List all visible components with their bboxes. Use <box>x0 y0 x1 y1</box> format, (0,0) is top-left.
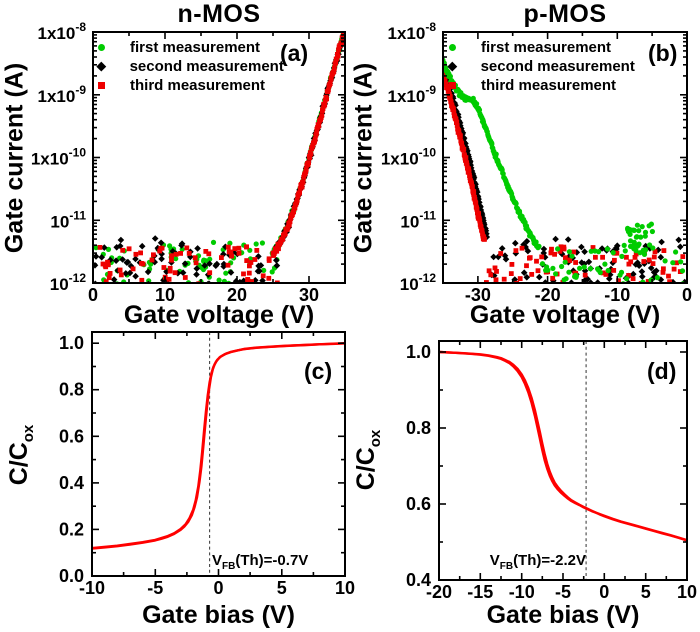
svg-text:0: 0 <box>213 578 223 598</box>
svg-text:10: 10 <box>155 285 175 305</box>
panel-c-data <box>92 332 345 576</box>
panel-d-data <box>439 341 687 580</box>
annotation-post: (Th)=-2.2V <box>513 552 586 569</box>
legend-item: third measurement <box>446 76 635 95</box>
cv-curve <box>92 342 345 550</box>
panel-label-a: (a) <box>280 40 309 66</box>
x-axis-label-d: Gate bias (V) <box>486 601 640 629</box>
svg-text:10-12: 10-12 <box>400 271 437 294</box>
svg-text:10-11: 10-11 <box>50 208 86 231</box>
svg-text:1.0: 1.0 <box>406 342 431 362</box>
svg-text:10: 10 <box>677 582 697 602</box>
svg-text:10-12: 10-12 <box>50 271 87 294</box>
svg-text:20: 20 <box>227 285 247 305</box>
vfb-annotation-c: VFB(Th)=-0.7V <box>212 552 308 572</box>
legend-item-label: third measurement <box>481 77 617 94</box>
y-axis-label-d-sub: ox <box>367 429 384 448</box>
svg-text:1x10-9: 1x10-9 <box>388 83 437 106</box>
legend-item: third measurement <box>95 76 284 95</box>
y-axis-label-d-base: C/C <box>352 447 380 491</box>
svg-text:1.0: 1.0 <box>59 333 84 353</box>
panel-b-data <box>443 53 687 283</box>
svg-text:-5: -5 <box>147 578 163 598</box>
svg-text:30: 30 <box>299 285 319 305</box>
y-axis-label-a: Gate current (A) <box>0 62 29 254</box>
panel-c-axes: -10 -5 0 5 10 0.0 0.2 0.4 0.6 0.8 1.0 <box>59 331 355 598</box>
y-axis-label-b: Gate current (A) <box>349 62 378 254</box>
y-axis-label-c: C/Cox <box>5 425 37 486</box>
svg-text:-30: -30 <box>465 285 491 305</box>
svg-text:0: 0 <box>88 285 98 305</box>
legend-item: first measurement <box>446 38 635 57</box>
svg-text:1x10-8: 1x10-8 <box>38 20 87 43</box>
svg-text:0.6: 0.6 <box>406 494 431 514</box>
legend-b: first measurement second measurement thi… <box>446 38 635 95</box>
x-axis-label-a: Gate voltage (V) <box>123 301 315 329</box>
svg-text:-10: -10 <box>509 582 535 602</box>
annotation-pre: V <box>212 552 223 569</box>
legend-item-label: first measurement <box>130 39 261 56</box>
x-axis-label-c: Gate bias (V) <box>142 601 295 629</box>
circle-marker-icon <box>449 44 456 51</box>
svg-text:-5: -5 <box>555 582 571 602</box>
legend-item: second measurement <box>446 57 635 76</box>
legend-item: second measurement <box>95 57 284 76</box>
panel-a-title: n-MOS <box>177 0 261 28</box>
svg-text:0.0: 0.0 <box>59 566 84 586</box>
svg-text:0.4: 0.4 <box>406 570 431 590</box>
vfb-annotation-d: VFB(Th)=-2.2V <box>462 552 586 572</box>
svg-text:1x10-10: 1x10-10 <box>381 146 436 169</box>
cv-curve <box>439 350 687 542</box>
svg-text:0: 0 <box>599 582 609 602</box>
panel-b-title: p-MOS <box>523 0 607 28</box>
legend-item-label: second measurement <box>129 58 284 75</box>
panel-a-data <box>93 32 345 283</box>
legend-a: first measurement second measurement thi… <box>95 38 284 95</box>
circle-marker-icon <box>98 44 105 51</box>
panel-label-c: (c) <box>304 358 333 384</box>
svg-text:1x10-9: 1x10-9 <box>38 83 87 106</box>
square-marker-icon <box>449 82 456 89</box>
y-axis-label-c-base: C/C <box>5 442 33 486</box>
svg-text:1x10-10: 1x10-10 <box>31 146 86 169</box>
diamond-marker-icon <box>96 61 106 72</box>
y-axis-label-c-sub: ox <box>20 424 37 443</box>
panel-label-b: (b) <box>648 40 678 66</box>
annotation-post: (Th)=-0.7V <box>235 552 309 569</box>
svg-text:10-11: 10-11 <box>400 208 436 231</box>
svg-text:0: 0 <box>682 285 692 305</box>
svg-text:-10: -10 <box>79 578 105 598</box>
x-axis-label-b: Gate voltage (V) <box>469 301 661 329</box>
svg-text:-20: -20 <box>426 582 452 602</box>
legend-item-label: second measurement <box>480 58 635 75</box>
y-axis-label-d: C/Cox <box>352 430 384 491</box>
svg-text:-10: -10 <box>604 285 630 305</box>
annotation-pre: V <box>489 552 500 569</box>
svg-text:10: 10 <box>335 578 355 598</box>
annotation-sub: FB <box>222 561 236 572</box>
svg-text:-15: -15 <box>467 582 493 602</box>
legend-item: first measurement <box>95 38 284 57</box>
svg-text:0.8: 0.8 <box>59 380 84 400</box>
svg-text:5: 5 <box>277 578 287 598</box>
svg-text:1x10-8: 1x10-8 <box>388 20 437 43</box>
svg-text:0.6: 0.6 <box>59 426 84 446</box>
square-marker-icon <box>98 82 105 89</box>
annotation-sub: FB <box>499 561 514 572</box>
svg-text:0.8: 0.8 <box>406 418 431 438</box>
svg-text:0.4: 0.4 <box>59 473 84 493</box>
legend-item-label: third measurement <box>130 77 266 94</box>
legend-item-label: first measurement <box>481 39 612 56</box>
panel-label-d: (d) <box>647 358 677 384</box>
svg-text:-20: -20 <box>535 285 561 305</box>
svg-text:0.2: 0.2 <box>59 519 84 539</box>
panel-d-axes: -20 -15 -10 -5 0 5 10 0.4 0.6 0.8 1.0 <box>406 340 697 602</box>
diamond-marker-icon <box>447 61 457 72</box>
svg-text:5: 5 <box>641 582 651 602</box>
